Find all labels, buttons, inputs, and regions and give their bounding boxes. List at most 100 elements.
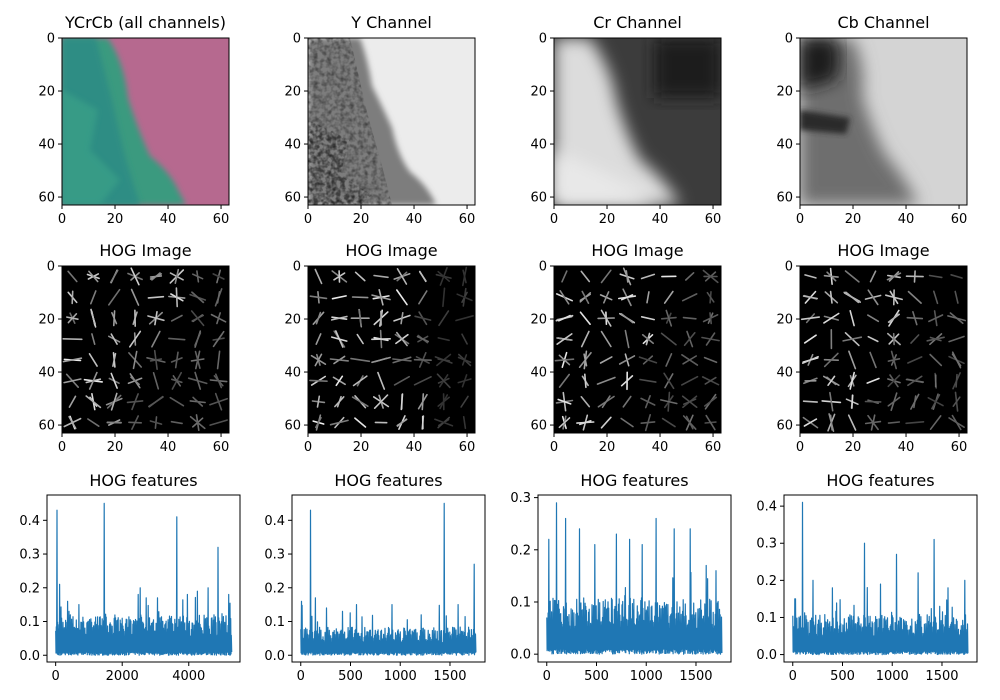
hog-glyph bbox=[216, 312, 221, 325]
hog-glyph bbox=[62, 337, 83, 341]
hog-glyph bbox=[848, 350, 857, 370]
panel-frame bbox=[61, 265, 230, 434]
hog-glyph bbox=[413, 375, 432, 386]
x-tick-label: 0 bbox=[550, 440, 558, 455]
hog-glyph bbox=[827, 375, 836, 387]
hog-glyph bbox=[457, 378, 472, 384]
hog-image-bg bbox=[800, 266, 967, 433]
panel-hog-image-cr: HOG Image bbox=[553, 241, 722, 434]
hog-glyph bbox=[682, 398, 697, 406]
hog-glyph bbox=[131, 393, 139, 411]
x-tick-label: 40 bbox=[160, 212, 177, 227]
hog-glyph bbox=[434, 356, 453, 364]
hog-glyph bbox=[866, 314, 880, 323]
hog-glyph bbox=[661, 417, 676, 428]
panel-title: HOG Image bbox=[591, 241, 683, 260]
hog-glyph bbox=[113, 310, 116, 327]
hog-glyph bbox=[169, 396, 185, 407]
hog-glyph bbox=[620, 312, 634, 324]
panel-title: HOG Image bbox=[345, 241, 437, 260]
panel-y-channel: Y Channel bbox=[307, 13, 476, 206]
x-tick-label: 1500 bbox=[433, 669, 466, 684]
hog-glyph bbox=[703, 356, 718, 364]
hog-glyph bbox=[663, 372, 675, 390]
x-tick-label: 20 bbox=[353, 212, 370, 227]
x-tick-label: 500 bbox=[830, 669, 855, 684]
panel-title: HOG features bbox=[334, 471, 442, 490]
y-tick-label: 20 bbox=[530, 85, 547, 100]
y-tick-label: 60 bbox=[776, 419, 793, 434]
hog-glyph bbox=[88, 371, 98, 390]
y-tick-label: 0.2 bbox=[19, 581, 40, 596]
y-tick-label: 40 bbox=[38, 366, 55, 381]
panel-hog-features-cb: HOG features 0 500 1000 1500 0.0 0.1 0.2 0.3 0.4 bbox=[756, 471, 978, 684]
y-tick-label: 20 bbox=[776, 85, 793, 100]
y-tick-label: 0 bbox=[293, 32, 301, 47]
hog-glyph bbox=[682, 355, 698, 365]
y-tick-label: 0.0 bbox=[19, 649, 40, 664]
hog-glyph bbox=[580, 395, 591, 408]
hog-glyph bbox=[90, 290, 97, 305]
hog-glyph bbox=[191, 291, 204, 304]
hog-glyph bbox=[907, 356, 923, 364]
panel-title: Cr Channel bbox=[593, 13, 682, 32]
y-tick-label: 0 bbox=[47, 32, 55, 47]
hog-glyph bbox=[209, 419, 228, 426]
x-tick-label: 40 bbox=[406, 212, 423, 227]
x-tick-label: 60 bbox=[705, 440, 722, 455]
hog-glyph bbox=[462, 269, 467, 284]
hog-glyph bbox=[213, 375, 224, 387]
hog-glyphs bbox=[554, 267, 720, 432]
hog-glyph bbox=[889, 290, 899, 305]
hog-glyph bbox=[334, 396, 345, 408]
panel-ycrcb-image: YCrCb (all channels) bbox=[61, 13, 230, 206]
hog-glyph bbox=[330, 336, 348, 342]
hog-glyph bbox=[329, 419, 349, 426]
hog-glyph bbox=[905, 420, 925, 425]
x-tick-label: 0 bbox=[304, 440, 312, 455]
hog-glyph bbox=[558, 354, 571, 366]
hog-glyph bbox=[802, 295, 819, 300]
y-tick-label: 40 bbox=[38, 138, 55, 153]
hog-glyph bbox=[194, 331, 202, 347]
hog-glyph bbox=[354, 271, 366, 282]
x-tick-label: 0 bbox=[52, 669, 60, 684]
hog-glyph bbox=[665, 352, 673, 367]
hog-glyph bbox=[310, 354, 327, 366]
hog-glyph bbox=[557, 398, 572, 405]
hog-glyph bbox=[87, 418, 100, 428]
cr-channel-image bbox=[554, 38, 721, 205]
hog-glyph bbox=[91, 333, 96, 346]
hog-glyph bbox=[851, 394, 854, 409]
hog-glyph bbox=[802, 400, 819, 403]
hog-glyph bbox=[413, 358, 432, 362]
hog-glyph bbox=[315, 333, 322, 346]
y-tick-label: 60 bbox=[530, 419, 547, 434]
hog-glyph bbox=[434, 418, 454, 427]
y-tick-label: 20 bbox=[38, 85, 55, 100]
hog-glyph bbox=[910, 334, 920, 344]
x-tick-label: 40 bbox=[898, 440, 915, 455]
hog-glyph bbox=[194, 350, 201, 370]
hog-glyph bbox=[90, 311, 96, 325]
hog-glyph bbox=[867, 335, 879, 343]
hog-glyph bbox=[581, 290, 590, 305]
y-tick-label: 0.0 bbox=[264, 649, 285, 664]
hog-glyph bbox=[455, 314, 474, 322]
y-tick-label: 0.2 bbox=[264, 581, 285, 596]
hog-glyph bbox=[371, 337, 392, 341]
hog-glyph bbox=[437, 337, 450, 342]
x-tick-label: 20 bbox=[599, 212, 616, 227]
panel-title: HOG features bbox=[826, 471, 934, 490]
hog-glyph bbox=[192, 273, 204, 280]
y-tick-label: 0 bbox=[785, 260, 793, 275]
hog-glyph bbox=[910, 393, 920, 410]
hog-glyph bbox=[704, 376, 717, 385]
hog-glyph bbox=[622, 395, 632, 408]
hog-glyph bbox=[85, 395, 102, 409]
hog-glyph bbox=[192, 396, 204, 407]
hog-glyph bbox=[130, 288, 140, 306]
hog-glyph bbox=[640, 315, 656, 321]
hog-glyph bbox=[350, 357, 371, 363]
